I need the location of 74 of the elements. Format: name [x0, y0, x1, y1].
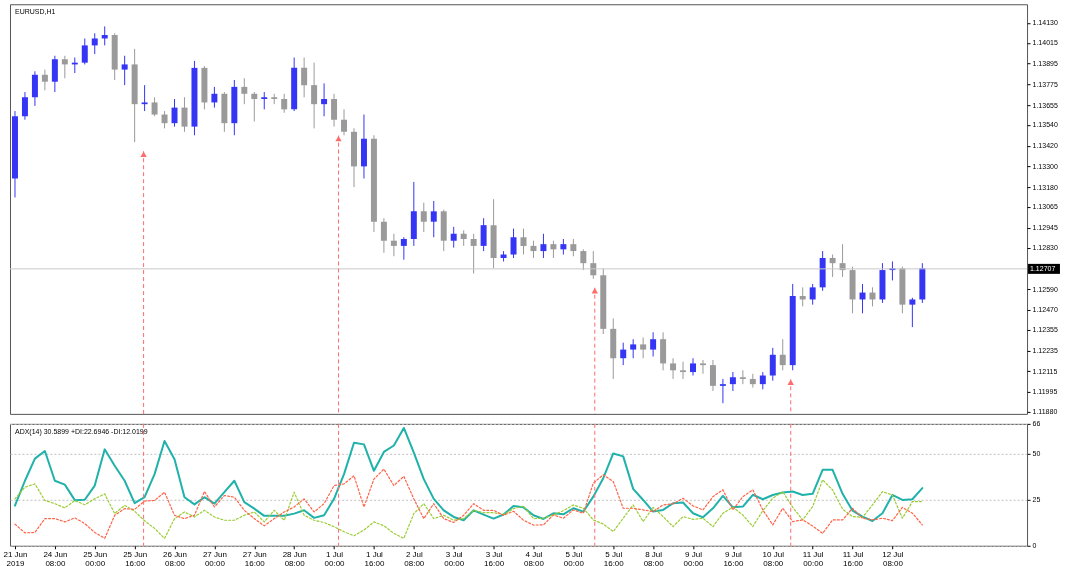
- x-tick-label: 21 Jun 2019: [3, 550, 28, 566]
- candlestick: [430, 200, 437, 238]
- candlestick: [480, 217, 487, 252]
- candlestick: [829, 254, 836, 278]
- x-tick-label: 3 Jul 16:00: [484, 550, 505, 566]
- candlestick: [680, 361, 687, 380]
- candlestick: [211, 86, 218, 109]
- x-tick-label: 28 Jun 08:00: [282, 550, 307, 566]
- candlestick: [420, 202, 427, 233]
- x-tick-label: 2 Jul 08:00: [404, 550, 425, 566]
- candlestick: [281, 93, 288, 114]
- candlestick: [909, 297, 916, 328]
- x-tick-label: 1 Jul 00:00: [324, 550, 346, 566]
- line-series: [13, 426, 924, 523]
- candlestick: [251, 91, 258, 122]
- candlestick: [241, 77, 248, 105]
- x-tick-label: 12 Jul 08:00: [882, 550, 904, 566]
- candlestick: [31, 70, 38, 107]
- candlestick: [769, 347, 776, 382]
- candlestick: [809, 283, 816, 306]
- candlestick: [91, 32, 98, 55]
- candlestick: [181, 96, 188, 133]
- candlestick: [81, 37, 88, 65]
- x-tick-label: 8 Jul 08:00: [643, 550, 665, 566]
- candlestick: [779, 338, 786, 371]
- candlestick: [21, 91, 28, 121]
- x-tick-label: 5 Jul 00:00: [563, 550, 585, 566]
- candlestick: [121, 55, 128, 86]
- candlestick: [729, 371, 736, 392]
- candlestick: [51, 55, 58, 93]
- candlestick: [650, 331, 657, 357]
- candlestick: [510, 228, 517, 259]
- candlestick: [739, 369, 746, 385]
- candlestick: [470, 233, 477, 275]
- x-tick-label: 11 Jul 16:00: [842, 550, 864, 566]
- candlestick: [390, 233, 397, 257]
- line-series: [14, 479, 923, 539]
- candlestick: [341, 108, 348, 136]
- candlestick: [321, 82, 328, 117]
- x-tick-label: 3 Jul 00:00: [444, 550, 465, 566]
- candlestick: [540, 233, 547, 259]
- candlestick: [709, 359, 716, 392]
- x-tick-label: 10 Jul 08:00: [762, 550, 785, 566]
- candlestick: [301, 57, 308, 98]
- candlestick: [61, 55, 68, 79]
- x-tick-label: 5 Jul 16:00: [603, 550, 625, 566]
- x-tick-label: 9 Jul 00:00: [683, 550, 705, 566]
- x-tick-label: 11 Jul 00:00: [802, 550, 824, 566]
- x-tick-label: 9 Jul 16:00: [723, 550, 744, 566]
- x-tick-label: 4 Jul 08:00: [523, 550, 545, 566]
- candlestick: [690, 357, 696, 377]
- candlestick: [311, 62, 318, 129]
- x-tick-label: 25 Jun 16:00: [123, 550, 148, 566]
- candlestick: [141, 84, 148, 112]
- candlestick: [670, 357, 677, 380]
- candlestick: [640, 336, 647, 359]
- x-tick-label: 25 Jun 00:00: [83, 550, 108, 566]
- line-series: [14, 468, 923, 539]
- candlestick: [171, 98, 178, 128]
- candlestick: [41, 69, 48, 91]
- x-tick-label: 26 Jun 08:00: [163, 550, 187, 566]
- candlestick: [380, 217, 387, 254]
- candlestick: [620, 342, 627, 366]
- candlestick: [699, 359, 706, 375]
- candlestick: [450, 226, 457, 249]
- candlestick: [331, 93, 338, 128]
- candlestick: [719, 378, 726, 404]
- candlestick: [151, 96, 158, 117]
- x-tick-label: 24 Jun 08:00: [43, 550, 68, 566]
- x-tick-label: 27 Jun 16:00: [242, 550, 267, 566]
- x-tick-label: 1 Jul 16:00: [364, 550, 385, 566]
- candlestick: [630, 338, 637, 359]
- x-tick-label: 27 Jun 00:00: [202, 550, 227, 566]
- candlestick: [400, 236, 407, 261]
